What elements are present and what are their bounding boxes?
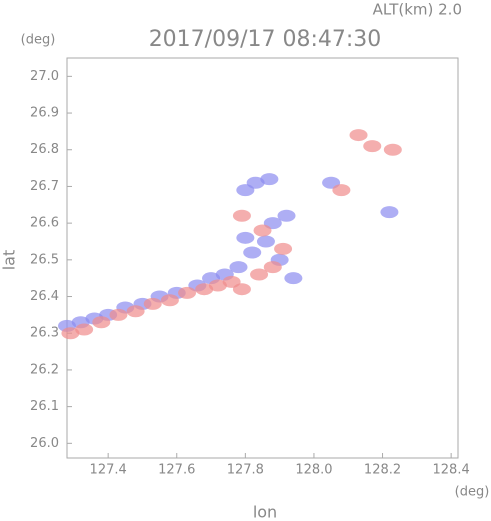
plot-frame [66,57,459,459]
echo-point [260,173,279,186]
x-tick-label: 128.2 [364,463,401,478]
y-tick-label: 26.3 [30,326,59,341]
y-tick-label: 27.0 [30,69,59,84]
echo-point [61,327,80,340]
echo-point [349,129,368,142]
x-tick-label: 127.8 [227,463,264,478]
x-tick-label: 127.4 [90,463,127,478]
x-unit: (deg) [455,485,490,500]
echo-point [126,305,145,318]
echo-point [380,206,399,219]
echo-point [75,323,94,336]
annotation: ALT(km) 2.0 [373,1,462,19]
echo-point [109,308,128,321]
x-axis-label: lon [253,503,277,521]
y-tick-label: 26.7 [30,179,59,194]
echo-point [195,283,214,296]
echo-point [274,242,293,255]
y-unit: (deg) [21,33,56,48]
echo-point [232,209,251,222]
echo-point [253,224,272,237]
echo-point [160,294,179,307]
x-tick-label: 128.0 [295,463,332,478]
echo-point [284,272,303,285]
x-tick-label: 127.6 [158,463,195,478]
echo-point [229,261,248,274]
y-tick-label: 26.8 [30,142,59,157]
echo-point [277,209,296,222]
echo-point [232,283,251,296]
y-tick-label: 26.0 [30,436,59,451]
y-axis-label: lat [0,250,19,271]
y-tick-label: 26.2 [30,362,59,377]
echo-point [250,268,269,281]
y-tick-label: 26.4 [30,289,59,304]
echo-point [178,286,197,299]
echo-point [332,184,351,197]
y-tick-label: 26.1 [30,399,59,414]
echo-point [256,235,275,248]
echo-point [236,231,255,244]
echo-point [263,261,282,274]
echo-point [236,184,255,197]
y-tick-label: 26.6 [30,216,59,231]
y-tick-label: 26.9 [30,106,59,121]
echo-point [208,279,227,292]
echo-point [383,143,402,156]
echo-point [92,316,111,329]
x-tick-label: 128.4 [433,463,470,478]
echo-point [143,297,162,310]
chart-title: 2017/09/17 08:47:30 [149,27,382,52]
echo-point [243,246,262,259]
echo-point [363,140,382,153]
y-tick-label: 26.5 [30,252,59,267]
